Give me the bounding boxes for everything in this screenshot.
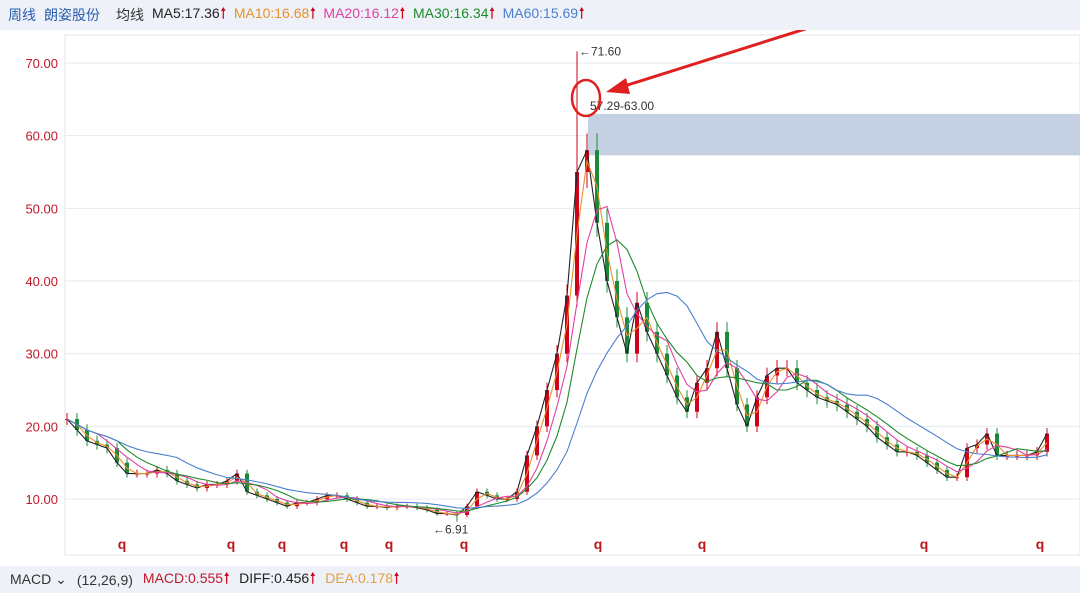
dea-text: DEA:0.178 [325,569,393,586]
annotation-arrow [617,30,807,90]
ma-legend-item: MA5:17.36🠑 [152,3,226,27]
up-arrow-icon: 🠑 [394,569,400,586]
candle-body [1045,433,1049,452]
signal-marker: q [920,536,929,552]
zone-label: 57.29-63.00 [590,99,654,113]
ma-line [66,291,1048,509]
ma-line [66,148,1048,516]
up-arrow-icon: 🠑 [310,5,316,21]
signal-marker: q [340,536,349,552]
signal-marker: q [385,536,394,552]
ma-legend-text: MA60:15.69 [502,5,579,21]
y-tick-label: 20.00 [25,419,58,434]
signal-marker: q [278,536,287,552]
ma-legend-text: MA30:16.34 [413,5,489,21]
signal-marker: q [460,536,469,552]
ma-line [66,158,1048,515]
y-tick-label: 70.00 [25,56,58,71]
up-arrow-icon: 🠑 [224,569,230,586]
ma-line [66,239,1047,512]
up-arrow-icon: 🠑 [399,5,405,21]
diff-text: DIFF:0.456 [239,569,310,586]
ma-legend-item: MA30:16.34🠑 [413,3,495,27]
indicator-bar: MACD ⌄ (12,26,9) MACD:0.555🠑 DIFF:0.456🠑… [0,566,1080,593]
ma-legend-text: MA20:16.12 [323,5,399,21]
signal-marker: q [594,536,603,552]
ma-legend: MA5:17.36🠑 MA10:16.68🠑 MA20:16.12🠑 MA30:16.… [144,3,584,27]
signal-marker: q [118,536,127,552]
up-arrow-icon: 🠑 [489,5,495,21]
macd-params: (12,26,9) [76,571,133,588]
up-arrow-icon: 🠑 [579,5,585,21]
signal-marker: q [698,536,707,552]
annotation-arrowhead-icon [606,78,630,94]
stock-name[interactable]: 朗姿股份 [44,7,100,23]
indicator-selector[interactable]: MACD ⌄ [10,571,67,587]
y-tick-label: 30.00 [25,347,58,362]
period-selector[interactable]: 周线 [8,7,36,23]
y-tick-label: 50.00 [25,201,58,216]
price-chart[interactable]: 10.00 20.00 30.00 40.00 50.00 60.00 70.00 57.29… [0,30,1080,566]
signal-marker: q [227,536,236,552]
highlight-circle [570,78,602,118]
ma-legend-item: MA60:15.69🠑 [503,3,585,27]
ma-label[interactable]: 均线 [116,7,144,23]
low-label: ←6.91 [433,522,469,536]
signal-marker: q [1036,536,1045,552]
y-tick-label: 10.00 [25,492,58,507]
ma-legend-item: MA10:16.68🠑 [234,3,316,27]
ma-legend-text: MA5:17.36 [152,5,220,21]
chart-header: 周线 朗姿股份 均线 MA5:17.36🠑 MA10:16.68🠑 MA20:16.… [0,0,1080,30]
indicator-name: MACD [10,571,52,587]
up-arrow-icon: 🠑 [220,5,226,21]
diff-value: DIFF:0.456🠑 [239,568,315,592]
high-label: ←71.60 [579,44,621,58]
ma-legend-item: MA20:16.12🠑 [323,3,405,27]
y-tick-label: 40.00 [25,274,58,289]
ma-legend-text: MA10:16.68 [233,5,310,21]
up-arrow-icon: 🠑 [310,569,316,586]
macd-text: MACD:0.555 [142,569,224,586]
y-tick-label: 60.00 [25,129,58,144]
macd-value: MACD:0.555🠑 [143,568,229,592]
price-zone [588,113,1080,156]
plot-area [64,34,1080,556]
dea-value: DEA:0.178🠑 [325,568,399,592]
